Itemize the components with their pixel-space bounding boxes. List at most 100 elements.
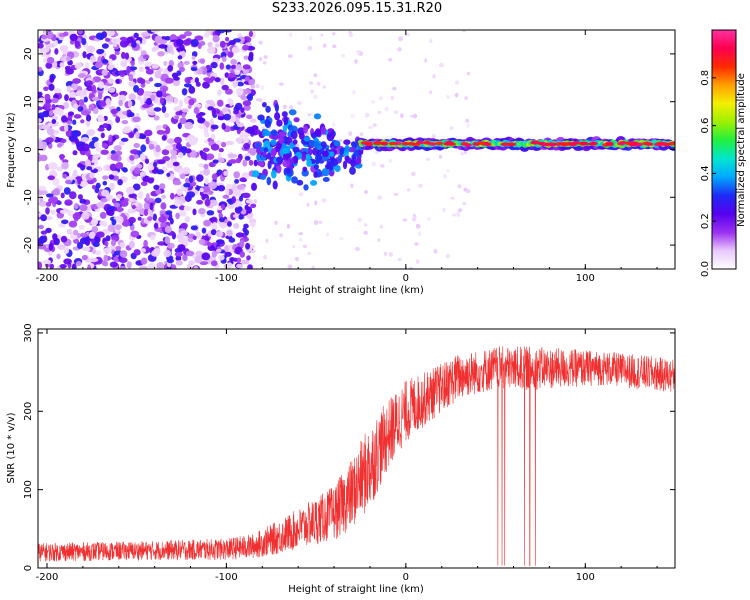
noise-blob (226, 262, 233, 269)
noise-blob (62, 173, 68, 179)
sparse-blob (388, 252, 394, 257)
sparse-blob (298, 192, 304, 197)
sparse-blob (352, 89, 356, 95)
sparse-blob (348, 131, 353, 137)
noise-blob (201, 185, 211, 193)
noise-blob (118, 70, 127, 75)
noise-blob (118, 141, 125, 146)
noise-blob (228, 153, 238, 158)
snr-panel: -200 -100 0 100 0 100 200 300 Height of straig… (6, 323, 676, 595)
x-tick-label: -200 (36, 572, 59, 583)
noise-blob (38, 140, 44, 148)
noise-blob (210, 133, 216, 140)
noise-blob (196, 174, 204, 182)
noise-blob (120, 60, 128, 68)
tone-peak (530, 140, 539, 145)
tone-peak (605, 141, 614, 146)
noise-blob (239, 240, 245, 248)
sparse-blob (316, 81, 321, 86)
noise-blob (91, 96, 101, 102)
noise-blob (57, 244, 66, 250)
noise-blob (225, 36, 230, 42)
tone-peak (580, 141, 589, 146)
noise-blob (52, 178, 60, 186)
noise-blob (102, 123, 109, 129)
sparse-blob (368, 126, 373, 129)
noise-blob (139, 78, 146, 85)
noise-blob (77, 73, 87, 79)
noise-blob (155, 144, 161, 153)
sparse-blob (364, 112, 370, 118)
noise-blob (153, 184, 160, 190)
noise-blob (73, 229, 79, 236)
transition-blob (348, 147, 356, 153)
noise-blob (234, 200, 243, 208)
noise-blob (199, 261, 208, 266)
noise-blob (159, 210, 166, 215)
noise-blob (191, 39, 199, 47)
noise-blob (118, 99, 123, 107)
noise-blob (95, 32, 105, 40)
sparse-blob (433, 248, 438, 254)
noise-blob (102, 180, 108, 186)
noise-blob (156, 90, 164, 98)
noise-blob (78, 224, 85, 230)
noise-blob (86, 45, 96, 54)
noise-blob (225, 187, 230, 196)
noise-blob (82, 143, 90, 152)
noise-blob (113, 145, 122, 151)
noise-blob (128, 216, 136, 224)
tone-peak (428, 142, 437, 146)
noise-blob (38, 261, 43, 269)
transition-blob (264, 120, 272, 128)
sparse-blob (466, 123, 470, 128)
noise-blob (119, 40, 129, 48)
noise-blob (77, 194, 83, 200)
transition-blob (256, 153, 261, 162)
noise-blob (80, 119, 85, 124)
noise-blob (95, 231, 105, 238)
noise-blob (182, 167, 191, 175)
noise-blob (215, 230, 224, 237)
transition-blob (270, 129, 278, 136)
noise-blob (133, 167, 141, 175)
noise-blob (212, 222, 217, 229)
noise-blob (217, 185, 226, 192)
noise-blob (179, 34, 187, 39)
noise-blob (161, 194, 167, 199)
noise-blob (92, 107, 99, 115)
sparse-blob (286, 223, 290, 229)
tone-peak (549, 142, 558, 147)
transition-blob (262, 128, 269, 135)
noise-blob (240, 95, 248, 101)
transition-blob (271, 169, 277, 179)
x-tick-label: -100 (215, 273, 238, 284)
sparse-blob (397, 47, 402, 52)
noise-blob (235, 87, 244, 96)
transition-blob (352, 154, 356, 162)
noise-blob (60, 192, 65, 199)
tone-peak (560, 142, 569, 147)
noise-blob (172, 78, 181, 87)
noise-blob (68, 220, 78, 228)
noise-blob (206, 210, 215, 216)
transition-blob (275, 164, 282, 174)
transition-blob (253, 159, 258, 167)
noise-blob (130, 60, 135, 66)
noise-blob (45, 207, 50, 215)
transition-blob (310, 180, 318, 186)
noise-blob (148, 111, 156, 116)
noise-blob (242, 159, 248, 167)
sparse-blob (354, 246, 360, 252)
noise-blob (132, 183, 141, 191)
noise-blob (150, 94, 156, 102)
noise-blob (215, 43, 220, 48)
noise-blob (77, 106, 84, 112)
sparse-blob (431, 134, 436, 139)
noise-blob (91, 226, 99, 233)
tone-peak (416, 140, 425, 145)
noise-blob (164, 236, 171, 245)
noise-blob (98, 81, 105, 89)
noise-blob (108, 134, 113, 143)
sparse-blob (411, 171, 416, 177)
